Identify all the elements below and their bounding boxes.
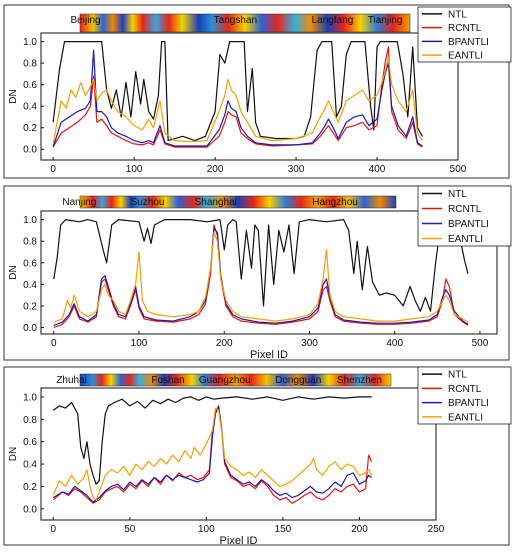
x-tick-label: 200 — [216, 338, 233, 349]
city-label: Foshan — [151, 375, 184, 386]
y-tick-label: 0.2 — [23, 123, 37, 134]
panel-3: Zhuhai Foshan Guangzhou Dongguan Shenzhen 0.0… — [3, 366, 512, 547]
x-tick-label: 100 — [131, 338, 148, 349]
x-tick-label: 400 — [386, 338, 403, 349]
heat-strip — [79, 13, 411, 33]
city-label: Guangzhou — [199, 375, 251, 386]
legend-box — [417, 6, 512, 63]
x-axis-label: Pixel ID — [220, 535, 258, 547]
panel-frame — [3, 4, 510, 179]
series-line-ntl — [53, 219, 469, 312]
y-axis-label: DN — [8, 265, 19, 279]
x-tick-label: 400 — [369, 164, 386, 175]
legend-label: BPANTLI — [448, 219, 489, 230]
x-tick-label: 300 — [288, 164, 305, 175]
y-tick-label: 0.6 — [23, 80, 37, 91]
panel-frame — [3, 185, 510, 361]
series-line-eantli — [52, 407, 373, 501]
series-line-eantli — [53, 232, 469, 323]
plot-frame — [40, 210, 498, 335]
city-label: Dongguan — [275, 375, 321, 386]
y-tick-label: 0.0 — [23, 323, 37, 334]
series-line-ntl — [52, 396, 372, 485]
y-tick-label: 0.4 — [23, 280, 37, 291]
x-tick-label: 250 — [428, 524, 445, 535]
x-tick-label: 200 — [207, 164, 224, 175]
y-axis-label: DN — [8, 89, 19, 103]
legend-label: NTL — [448, 370, 467, 381]
legend-label: NTL — [448, 9, 467, 20]
plot-frame — [40, 387, 437, 521]
y-tick-label: 0.0 — [23, 145, 37, 156]
y-tick-label: 0.4 — [23, 460, 37, 471]
legend-label: RCNTL — [448, 204, 482, 215]
legend: NTL RCNTL BPANTLI EANTLI — [417, 185, 512, 247]
x-tick-label: 300 — [301, 338, 318, 349]
legend-label: BPANTLI — [448, 398, 489, 409]
y-tick-label: 0.6 — [23, 437, 37, 448]
y-tick-label: 0.8 — [23, 237, 37, 248]
x-tick-label: 500 — [450, 164, 467, 175]
legend: NTL RCNTL BPANTLI EANTLI — [417, 6, 512, 63]
y-tick-label: 1.0 — [23, 392, 37, 403]
y-tick-label: 0.4 — [23, 102, 37, 113]
legend-box — [417, 185, 512, 247]
panel-frame — [3, 366, 510, 546]
legend-label: EANTLI — [448, 412, 483, 423]
series-line-eantli — [52, 57, 423, 145]
heat-strip — [79, 373, 392, 387]
panel-2: NanjingSuzhouShanghaiHangzhouNingbo0.00.… — [3, 185, 512, 361]
city-label: Tianjing — [368, 15, 403, 26]
legend-label: NTL — [448, 189, 467, 200]
plot-frame — [40, 32, 459, 161]
legend-label: RCNTL — [448, 384, 482, 395]
x-tick-label: 0 — [51, 338, 57, 349]
city-label: Hangzhou — [312, 197, 358, 208]
legend-label: EANTLI — [448, 234, 483, 245]
y-tick-label: 0.2 — [23, 482, 37, 493]
y-tick-label: 1.0 — [23, 37, 37, 48]
legend-box — [417, 366, 512, 425]
y-tick-label: 0.8 — [23, 59, 37, 70]
series-line-ntl — [52, 41, 423, 142]
x-tick-label: 0 — [50, 524, 56, 535]
x-tick-label: 0 — [50, 164, 56, 175]
y-axis-label: DN — [8, 447, 19, 461]
city-label: Shenzhen — [337, 375, 382, 386]
city-label: Tangshan — [214, 15, 257, 26]
city-label: Zhuhai — [56, 375, 87, 386]
x-tick-label: 500 — [472, 338, 489, 349]
series-line-bpantli — [52, 49, 423, 148]
legend-label: EANTLI — [448, 51, 483, 62]
heat-strip — [79, 195, 397, 209]
legend-label: BPANTLI — [448, 37, 489, 48]
legend-label: RCNTL — [448, 23, 482, 34]
legend: NTL RCNTL BPANTLI EANTLI — [417, 366, 512, 425]
city-label: Nanjing — [62, 197, 96, 208]
y-tick-label: 0.0 — [23, 504, 37, 515]
city-label: Beijing — [71, 15, 101, 26]
y-tick-label: 0.2 — [23, 301, 37, 312]
y-tick-label: 1.0 — [23, 215, 37, 226]
city-label: Langfang — [312, 15, 354, 26]
y-tick-label: 0.8 — [23, 415, 37, 426]
panel-1: Beijing Tangshan Langfang Tianjing 0.0 0.2 0.4… — [3, 4, 512, 179]
x-tick-label: 100 — [126, 164, 143, 175]
city-label: Shanghai — [195, 197, 237, 208]
y-tick-label: 0.6 — [23, 258, 37, 269]
x-tick-label: 200 — [351, 524, 368, 535]
city-label: Suzhou — [131, 197, 165, 208]
x-tick-label: 150 — [275, 524, 292, 535]
x-axis-label: Pixel ID — [250, 349, 288, 361]
x-tick-label: 50 — [124, 524, 136, 535]
x-tick-label: 100 — [198, 524, 215, 535]
